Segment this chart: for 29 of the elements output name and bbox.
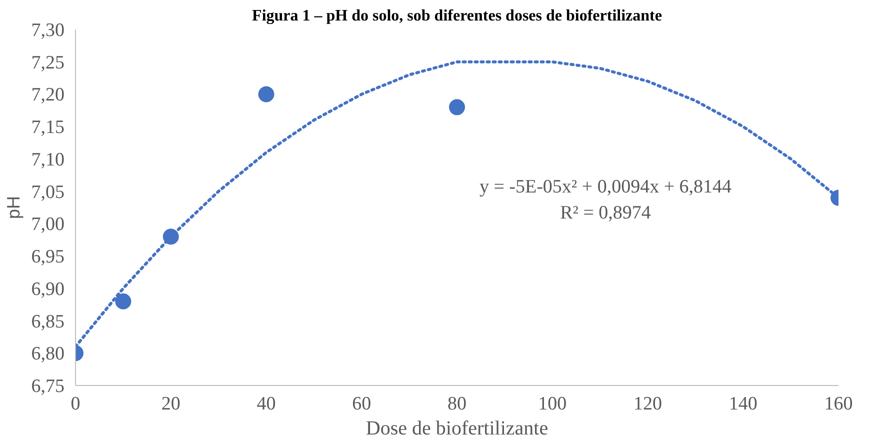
y-tick-label: 7,15 (31, 117, 64, 138)
x-axis-title: Dose de biofertilizante (366, 418, 548, 440)
point (115, 293, 132, 310)
point (449, 99, 465, 116)
y-tick-label: 7,25 (31, 52, 64, 74)
y-tick-label: 7,00 (31, 214, 64, 236)
point (258, 86, 274, 102)
x-tick-label: 20 (161, 394, 180, 414)
x-tick-label: 160 (824, 394, 853, 414)
x-tick-label: 0 (70, 394, 80, 414)
x-tick-label: 140 (728, 394, 758, 414)
y-tick-label: 6,90 (31, 278, 64, 300)
y-tick-label: 6,80 (31, 344, 64, 365)
y-axis-title: pH (3, 196, 24, 220)
x-tick-label: 40 (256, 394, 276, 414)
y-tick-label: 7,30 (31, 20, 64, 41)
y-tick-label: 7,05 (31, 182, 64, 203)
y-tick-label: 6,95 (31, 246, 64, 268)
annotation: y = -5E-05x² + 0,0094x + 6,8144 (479, 176, 732, 198)
chart-title: Figura 1 – pH do solo, sob diferentes doses de biofertilizante (252, 8, 662, 24)
y-tick-label: 6,85 (31, 311, 64, 332)
y-tick-label: 6,75 (31, 376, 64, 397)
y-tick-label: 7,20 (31, 84, 64, 106)
x-tick-label: 120 (634, 394, 662, 414)
x-tick-label: 80 (448, 394, 466, 414)
annotation: R² = 0,8974 (560, 202, 652, 224)
x-tick-label: 100 (538, 394, 567, 414)
x-tick-label: 60 (352, 394, 372, 414)
y-tick-label: 7,10 (31, 149, 64, 170)
